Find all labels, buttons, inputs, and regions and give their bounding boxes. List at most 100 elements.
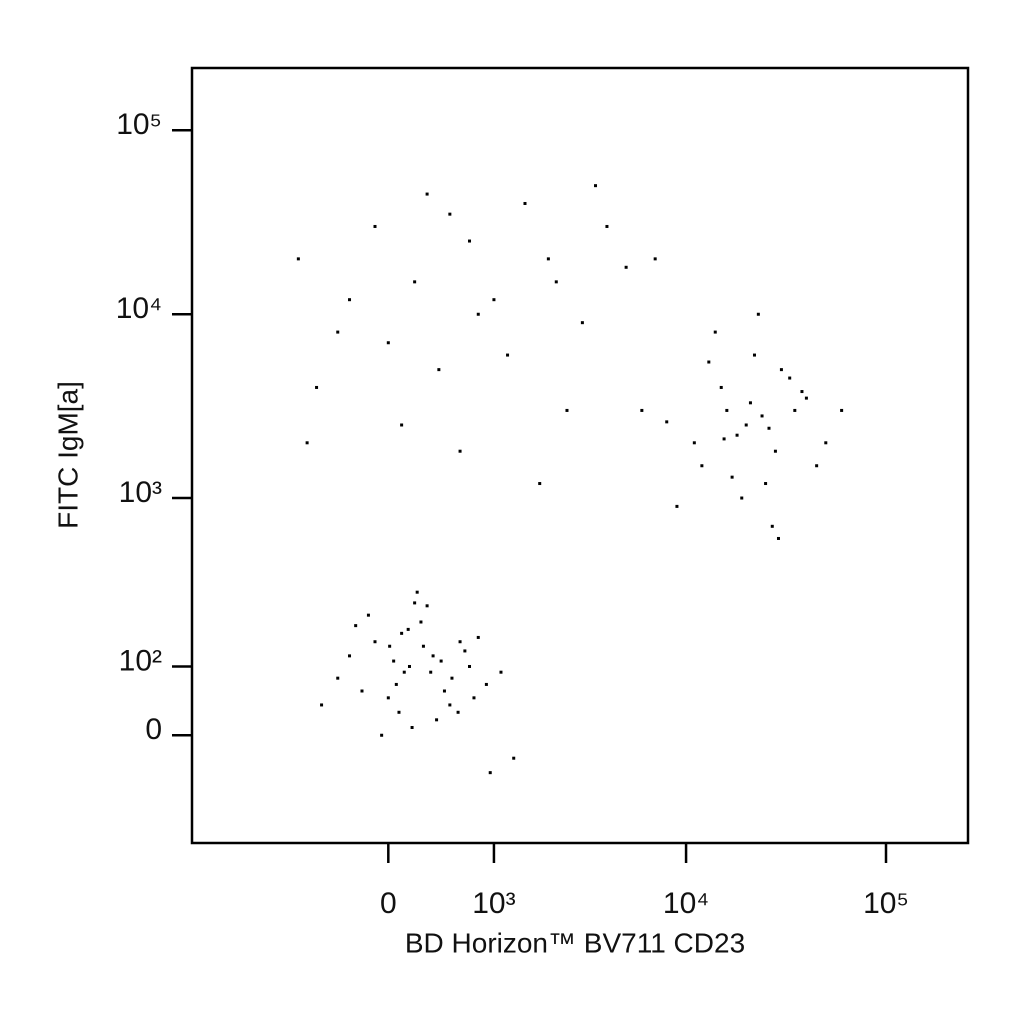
dot [730,475,734,479]
dot [707,360,711,364]
dot [793,408,797,412]
dot [725,408,729,412]
dot [366,613,370,617]
y-tick-label: 0 [145,713,162,746]
dot [472,696,476,700]
dot [448,703,452,707]
dot [402,670,406,674]
dot [373,224,377,228]
dot [565,408,569,412]
dot [640,408,644,412]
dot [320,703,324,707]
dot [360,689,364,693]
dot [431,654,435,658]
dot [523,201,527,205]
dot [748,401,752,405]
y-axis-title: FITC IgM[a] [52,381,83,529]
dot [400,631,404,635]
dot [425,192,429,196]
dot [348,654,352,658]
dot [760,414,764,418]
dot [800,390,804,394]
dot [767,426,771,430]
dot [458,449,462,453]
dot [824,441,828,445]
dot [546,257,550,261]
x-axis-title: BD Horizon™ BV711 CD23 [405,927,745,958]
plot-frame [190,66,970,845]
dot [394,682,398,686]
y-tick-label: 10³ [119,476,162,509]
dot [415,590,419,594]
dot [406,627,410,631]
dot [580,321,584,325]
dot [439,659,443,663]
dot [512,756,516,760]
dot [413,601,417,605]
dot [419,620,423,624]
dot [840,408,844,412]
dot [713,330,717,334]
dot [815,464,819,468]
dot [463,649,467,653]
dot [386,341,390,345]
dot [554,280,558,284]
dot [605,224,609,228]
dot [388,644,392,648]
dot [538,482,542,486]
dot [756,312,760,316]
dot [336,676,340,680]
dot [448,212,452,216]
dot [407,664,411,668]
dot [770,524,774,528]
dot [653,257,657,261]
x-tick-label: 10⁵ [863,887,909,920]
dot [429,670,433,674]
y-tick-label: 10² [119,644,162,677]
dot [484,682,488,686]
dot [413,280,417,284]
dot [386,696,390,700]
dot [437,368,441,372]
dot [506,353,510,357]
dot [675,504,679,508]
dot [665,420,669,424]
dot [348,298,352,302]
dot [492,298,496,302]
dot [296,257,300,261]
dot [435,718,439,722]
dot [442,689,446,693]
dot [722,437,726,441]
dot [488,771,492,775]
x-tick-label: 0 [380,887,397,920]
dot [468,664,472,668]
dot [776,536,780,540]
dot [744,423,748,427]
dot [410,726,414,730]
dot [425,604,429,608]
dot [499,670,503,674]
dot [773,449,777,453]
dot [788,376,792,380]
dot [450,676,454,680]
dot [458,640,462,644]
dot [456,710,460,714]
dot [354,624,358,628]
dot [779,368,783,372]
dot [380,733,384,737]
dot [719,385,723,389]
dot [397,710,401,714]
dot [421,644,425,648]
dot [476,635,480,639]
dot [392,659,396,663]
dot [752,353,756,357]
dot [400,423,404,427]
y-tick-label: 10⁵ [116,108,162,141]
y-tick-label: 10⁴ [116,292,162,325]
dot [476,312,480,316]
dot [336,330,340,334]
dot [315,385,319,389]
dot [373,640,377,644]
